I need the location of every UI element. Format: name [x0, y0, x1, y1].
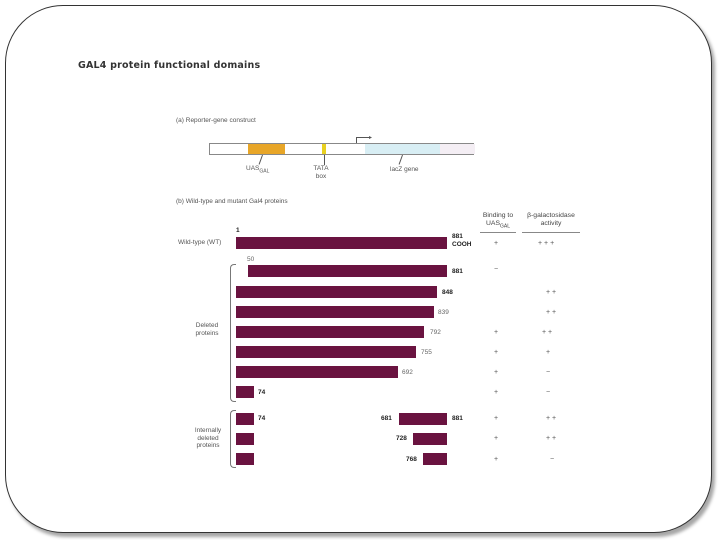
i1-left-number: 74 [258, 415, 266, 422]
wt-binding: + [494, 240, 499, 247]
d692-protein-bar [236, 366, 398, 378]
d839-activity: + + [546, 309, 557, 316]
d74-protein-bar [236, 386, 254, 398]
i2-activity: + + [546, 435, 557, 442]
vector-segment [440, 144, 475, 154]
i2-n-terminal-bar [236, 433, 254, 445]
binding-header: Binding to UASGAL [482, 212, 514, 230]
wildtype-label: Wild-type (WT) [178, 239, 222, 246]
i3-n-terminal-bar [236, 453, 254, 465]
internal-brace [230, 410, 236, 468]
d848-protein-bar [236, 286, 437, 298]
d74-activity: − [546, 389, 551, 396]
d839-protein-bar [236, 306, 434, 318]
transcription-start-arrow [356, 137, 357, 143]
i3-mid-number: 768 [406, 456, 417, 463]
lacz-segment [365, 144, 440, 154]
reporter-construct [209, 143, 475, 155]
lacz-label: lacZ gene [390, 166, 419, 173]
d792-protein-bar [236, 326, 424, 338]
d50-binding: − [494, 266, 499, 273]
uas-segment [248, 144, 285, 154]
i2-c-terminal-bar [413, 433, 447, 445]
d692-binding: + [494, 369, 499, 376]
tata-label: TATA box [313, 165, 329, 180]
d792-end-number: 792 [430, 329, 441, 336]
d792-activity: + + [542, 329, 553, 336]
wt-activity: + + + [538, 240, 555, 247]
d74-end-number: 74 [258, 389, 266, 396]
i1-activity: + + [546, 415, 557, 422]
deleted-label: Deleted proteins [195, 322, 219, 337]
i1-right-number: 881 [452, 415, 463, 422]
i3-c-terminal-bar [423, 453, 447, 465]
i3-activity: − [550, 456, 555, 463]
wt-cooh-label: COOH [452, 241, 472, 248]
i2-mid-number: 728 [396, 435, 407, 442]
wt-start-number: 1 [236, 227, 240, 234]
slide-title: GAL4 protein functional domains [78, 60, 261, 71]
wt-end-number: 881 [452, 233, 463, 240]
i1-n-terminal-bar [236, 413, 254, 425]
d848-end-number: 848 [442, 289, 453, 296]
wt-protein-bar [236, 237, 447, 249]
d848-activity: + + [546, 289, 557, 296]
d692-end-number: 692 [402, 369, 413, 376]
d50-protein-bar [248, 265, 447, 277]
d50-end-number: 881 [452, 268, 463, 275]
d839-end-number: 839 [438, 309, 449, 316]
deleted-brace [230, 264, 236, 402]
i1-c-terminal-bar [399, 413, 447, 425]
d755-end-number: 755 [421, 349, 432, 356]
i3-binding: + [494, 456, 499, 463]
tata-segment [322, 144, 326, 154]
arrow-head-icon: ▸ [369, 135, 373, 141]
d74-binding: + [494, 389, 499, 396]
i1-mid-number: 681 [381, 415, 392, 422]
section-a-label: (a) Reporter-gene construct [176, 117, 256, 124]
d692-activity: − [546, 369, 551, 376]
d792-binding: + [494, 329, 499, 336]
d50-start-number: 50 [247, 256, 255, 263]
activity-header: β-galactosidase activity [527, 212, 575, 227]
d755-binding: + [494, 349, 499, 356]
section-b-label: (b) Wild-type and mutant Gal4 proteins [176, 198, 288, 205]
d755-protein-bar [236, 346, 416, 358]
uas-label: UASGAL [246, 165, 270, 175]
i1-binding: + [494, 415, 499, 422]
i2-binding: + [494, 435, 499, 442]
internal-label: Internally deleted proteins [194, 427, 222, 449]
d755-activity: + [546, 349, 551, 356]
